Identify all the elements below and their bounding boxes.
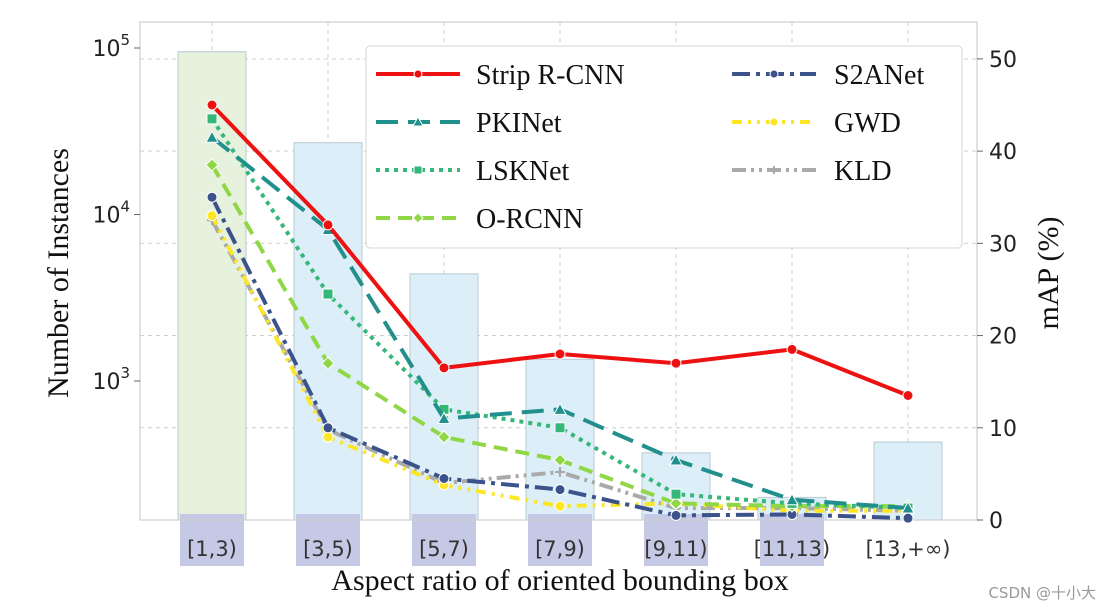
point-pkinet-4 [669, 453, 683, 466]
series-s2anet [206, 191, 914, 524]
left-tick-label: 103 [92, 364, 130, 395]
legend-item-kld: KLD [732, 156, 892, 187]
legend-label-strip-r-cnn: Strip R-CNN [476, 60, 625, 91]
point-pkinet-3 [553, 402, 567, 415]
left-tick-label: 105 [92, 31, 130, 62]
legend-marker-strip-r-cnn [413, 69, 423, 79]
category-label-bg-1 [296, 514, 360, 566]
legend-marker-o-rcnn [412, 212, 424, 224]
watermark: CSDN @十小大 [988, 584, 1096, 602]
point-lsknet-4 [670, 488, 682, 500]
point-s2anet-6 [902, 512, 914, 524]
right-tick-label: 50 [989, 48, 1017, 73]
point-lsknet-0 [206, 113, 218, 125]
legend-item-o-rcnn: O-RCNN [376, 204, 583, 235]
x-category-label-1: [3,5) [303, 537, 353, 561]
right-axis-title: mAP (%) [1032, 216, 1065, 329]
category-label-bg-5 [760, 514, 824, 566]
point-pkinet-2 [437, 411, 451, 425]
legend-label-gwd: GWD [834, 108, 901, 139]
left-axis-ticks: 103 104 105 [92, 31, 140, 395]
point-lsknet-1 [322, 288, 334, 300]
point-o-rcnn-2 [437, 430, 451, 444]
x-category-label-6: [13,+∞) [866, 537, 951, 561]
right-tick-label: 10 [989, 417, 1017, 442]
point-pkinet-0 [205, 130, 219, 143]
legend-item-s2anet: S2ANet [732, 60, 924, 91]
point-strip-r-cnn-4 [670, 357, 682, 369]
legend-label-lsknet: LSKNet [476, 156, 570, 187]
legend-item-gwd: GWD [732, 108, 901, 139]
point-strip-r-cnn-0 [206, 99, 218, 111]
plot-frame [139, 21, 978, 521]
left-axis-title: Number of Instances [42, 148, 75, 398]
category-label-backgrounds [180, 514, 824, 566]
x-category-label-0: [1,3) [187, 537, 237, 561]
point-s2anet-1 [322, 422, 334, 434]
point-o-rcnn-1 [321, 356, 335, 370]
x-category-label-5: [11,13) [754, 537, 831, 561]
legend-marker-gwd [769, 117, 779, 127]
category-label-bg-0 [180, 514, 244, 566]
legend-item-lsknet: LSKNet [376, 156, 570, 187]
x-axis-title: Aspect ratio of oriented bounding box [331, 564, 788, 597]
legend-marker-pkinet [412, 115, 424, 127]
point-o-rcnn-3 [553, 453, 567, 467]
point-strip-r-cnn-2 [438, 362, 450, 374]
point-s2anet-3 [554, 484, 566, 496]
legend: Strip R-CNN PKINet LSKNet O-RCNN S2ANet GWD KL… [365, 45, 963, 249]
right-tick-label: 0 [989, 509, 1003, 534]
point-s2anet-4 [670, 509, 682, 521]
point-pkinet-6 [901, 500, 915, 514]
x-category-label-3: [7,9) [535, 537, 585, 561]
right-tick-label: 30 [989, 232, 1017, 257]
right-tick-label: 20 [989, 325, 1017, 350]
point-strip-r-cnn-6 [902, 390, 914, 401]
legend-marker-lsknet [413, 165, 423, 175]
point-pkinet-5 [785, 492, 799, 506]
legend-marker-s2anet [769, 69, 779, 79]
x-category-label-4: [9,11) [644, 537, 707, 561]
point-s2anet-0 [206, 191, 218, 203]
point-strip-r-cnn-3 [554, 348, 566, 360]
point-o-rcnn-0 [205, 158, 219, 172]
point-o-rcnn-4 [669, 496, 683, 511]
series-lines [205, 99, 915, 524]
point-lsknet-3 [554, 422, 566, 434]
category-label-bg-3 [528, 514, 592, 566]
left-tick-label: 104 [92, 198, 130, 229]
legend-label-s2anet: S2ANet [834, 60, 924, 91]
point-strip-r-cnn-1 [322, 219, 334, 231]
legend-label-kld: KLD [834, 156, 892, 187]
series-strip-r-cnn [206, 99, 914, 401]
right-tick-label: 40 [989, 140, 1017, 165]
legend-item-strip-r-cnn: Strip R-CNN [376, 60, 625, 91]
point-gwd-0 [206, 210, 218, 222]
x-category-label-2: [5,7) [419, 537, 469, 561]
bar-1 [293, 142, 363, 521]
x-axis-category-labels: [1,3) [3,5) [5,7) [7,9) [9,11) [11,13) [13,+∞) [187, 537, 950, 561]
point-strip-r-cnn-5 [786, 343, 798, 355]
point-gwd-3 [554, 500, 566, 512]
legend-item-pkinet: PKINet [376, 108, 562, 139]
point-s2anet-2 [438, 473, 450, 484]
legend-label-o-rcnn: O-RCNN [476, 204, 583, 235]
category-label-bg-4 [644, 514, 708, 566]
category-label-bg-2 [412, 514, 476, 566]
legend-marker-kld [770, 166, 778, 174]
legend-box [365, 45, 963, 249]
right-axis-ticks: 0 10 20 30 40 50 [977, 48, 1017, 534]
legend-label-pkinet: PKINet [476, 108, 562, 139]
point-gwd-1 [322, 431, 334, 443]
point-kld-3 [555, 467, 565, 478]
